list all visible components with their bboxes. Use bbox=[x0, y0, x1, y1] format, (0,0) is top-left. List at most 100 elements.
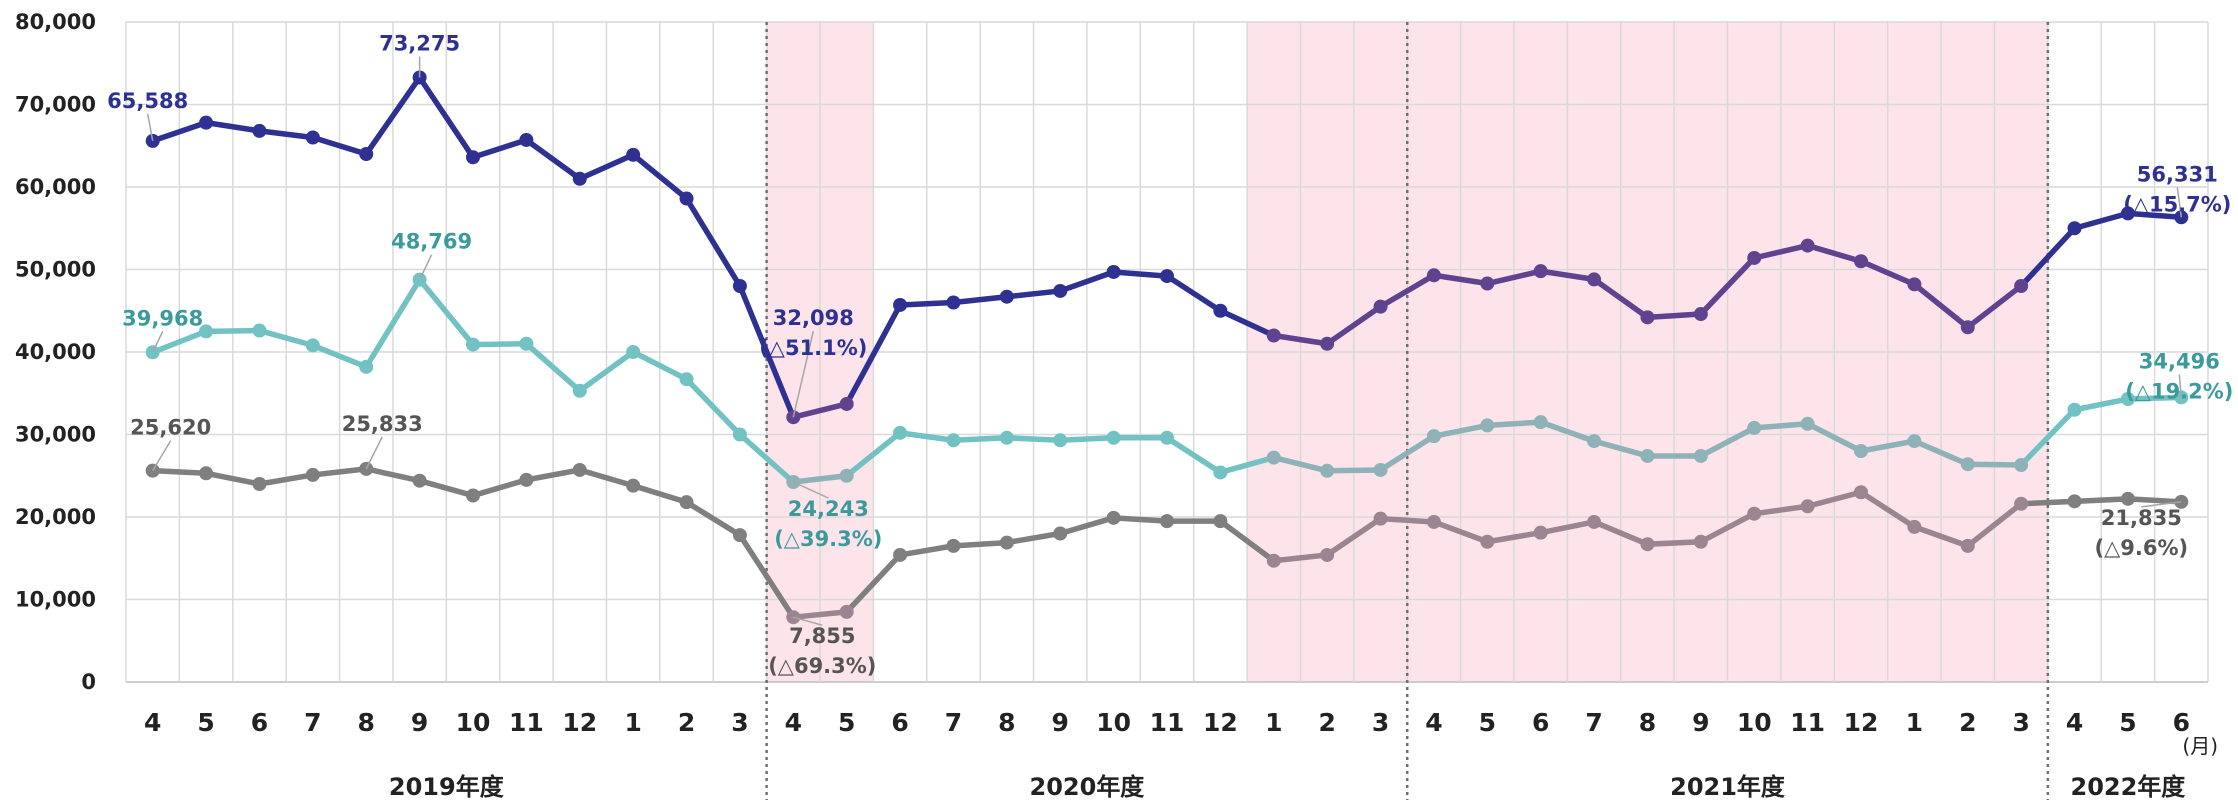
data-point bbox=[2014, 496, 2029, 511]
series-segment bbox=[683, 376, 743, 438]
series-segment bbox=[470, 477, 530, 499]
x-tick-label: 2 bbox=[1318, 708, 1335, 737]
data-point bbox=[1320, 547, 1335, 562]
series-segment bbox=[1110, 515, 1170, 524]
data-point bbox=[1426, 429, 1441, 444]
y-tick-label: 60,000 bbox=[15, 175, 96, 199]
data-point bbox=[1907, 434, 1922, 449]
series-segment bbox=[523, 341, 583, 394]
x-tick-label: 4 bbox=[144, 708, 161, 737]
leader-line bbox=[792, 481, 829, 499]
series-segment bbox=[1271, 552, 1330, 564]
series-segment bbox=[310, 466, 369, 478]
series-segment bbox=[416, 276, 476, 348]
data-point bbox=[999, 289, 1014, 304]
x-tick-label: 4 bbox=[2066, 708, 2083, 737]
data-point bbox=[2120, 206, 2135, 221]
data-point bbox=[893, 547, 908, 562]
series-segment bbox=[203, 470, 263, 487]
data-point bbox=[1106, 430, 1121, 445]
x-tick-label: 5 bbox=[2119, 708, 2136, 737]
data-label: 25,620 bbox=[130, 416, 211, 440]
data-point bbox=[305, 130, 320, 145]
series-segment bbox=[2018, 407, 2078, 468]
data-label: 56,331 bbox=[2137, 162, 2218, 186]
data-point bbox=[412, 473, 427, 488]
series-segment bbox=[2018, 498, 2078, 507]
x-tick-label: 4 bbox=[785, 708, 802, 737]
x-tick-label: 1 bbox=[624, 708, 641, 737]
data-point bbox=[1907, 277, 1922, 292]
data-point bbox=[1160, 514, 1174, 529]
data-point bbox=[359, 359, 374, 374]
series-segment bbox=[1591, 438, 1651, 459]
x-tick-label: 4 bbox=[1425, 708, 1442, 737]
data-point bbox=[1693, 534, 1708, 549]
data-point bbox=[626, 478, 641, 493]
series-segment bbox=[1377, 515, 1437, 525]
data-point bbox=[572, 462, 587, 477]
leader-line bbox=[792, 331, 815, 418]
data-point bbox=[572, 171, 587, 186]
data-point bbox=[1800, 499, 1815, 514]
x-tick-label: 7 bbox=[1585, 708, 1602, 737]
x-tick-label: 5 bbox=[838, 708, 855, 737]
x-tick-label: 3 bbox=[1372, 708, 1389, 737]
data-point bbox=[839, 396, 854, 411]
data-point bbox=[466, 337, 480, 352]
data-point bbox=[1800, 416, 1815, 431]
data-point bbox=[626, 345, 641, 359]
data-point bbox=[1266, 328, 1281, 343]
series-segment bbox=[1804, 489, 1864, 510]
series-segment bbox=[416, 74, 476, 161]
series-segment bbox=[630, 152, 690, 202]
series-segment bbox=[1537, 268, 1597, 283]
series-0 bbox=[145, 70, 2189, 425]
y-tick-label: 0 bbox=[81, 670, 96, 694]
series-segment bbox=[1431, 422, 1491, 439]
data-label: 32,098 bbox=[773, 306, 854, 330]
series-segment bbox=[203, 327, 263, 335]
series-segment bbox=[1484, 529, 1544, 545]
leader-line bbox=[2141, 501, 2182, 508]
series-segment bbox=[1804, 421, 1864, 454]
data-point bbox=[2014, 279, 2029, 293]
data-point bbox=[1160, 269, 1174, 284]
data-point bbox=[679, 372, 694, 387]
series-segment bbox=[1217, 454, 1277, 476]
data-point bbox=[1320, 463, 1335, 478]
series-segment bbox=[577, 467, 636, 489]
series-segment bbox=[790, 401, 850, 420]
series-segment bbox=[577, 152, 636, 182]
x-tick-label: 11 bbox=[1150, 708, 1185, 737]
series-segment bbox=[1858, 258, 1918, 288]
series-segment bbox=[2018, 225, 2078, 289]
data-label: 24,243 bbox=[788, 497, 869, 521]
series-segment bbox=[843, 302, 903, 407]
y-tick-label: 80,000 bbox=[15, 10, 96, 34]
x-tick-label: 7 bbox=[945, 708, 962, 737]
data-point bbox=[519, 336, 534, 351]
data-point bbox=[252, 323, 267, 338]
data-point bbox=[572, 383, 587, 398]
series-segment bbox=[1965, 283, 2024, 330]
leader-lines bbox=[146, 56, 2183, 626]
data-point bbox=[252, 477, 267, 491]
x-unit-label: (月) bbox=[2182, 734, 2218, 758]
series-segment bbox=[149, 119, 209, 144]
data-point bbox=[1053, 283, 1068, 298]
series-segment bbox=[1057, 435, 1117, 444]
data-point bbox=[199, 466, 214, 481]
series-segment bbox=[1484, 268, 1544, 287]
data-point bbox=[2067, 221, 2082, 236]
series-segment bbox=[1217, 518, 1277, 564]
series-segment bbox=[630, 349, 690, 382]
y-tick-label: 70,000 bbox=[15, 93, 96, 117]
series-segment bbox=[1591, 519, 1651, 547]
data-point bbox=[1266, 450, 1281, 465]
data-point bbox=[1480, 418, 1495, 433]
series-segment bbox=[2071, 396, 2131, 413]
data-point bbox=[1160, 430, 1174, 445]
leader-line bbox=[2176, 187, 2183, 218]
series-segment bbox=[1698, 510, 1757, 545]
